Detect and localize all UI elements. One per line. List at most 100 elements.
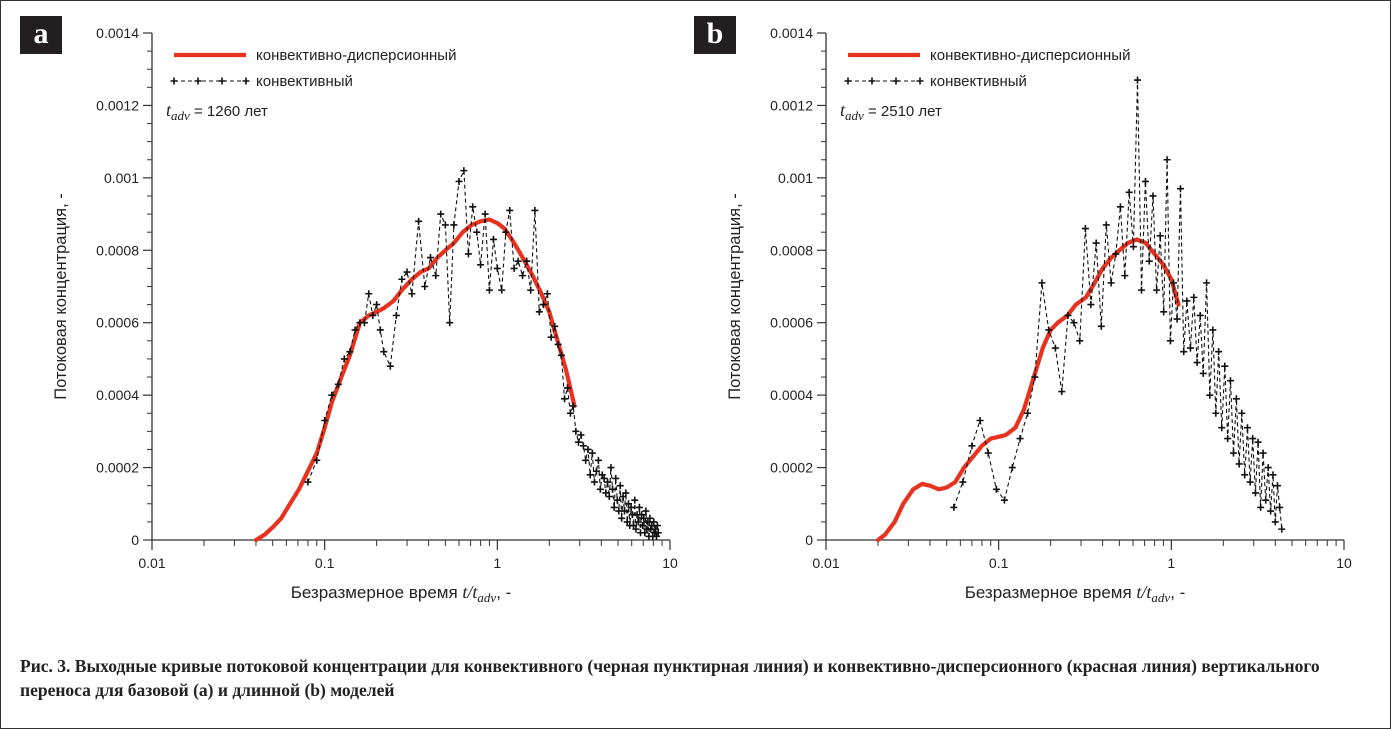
data-point-marker — [561, 395, 569, 403]
legend-marker — [242, 77, 250, 85]
data-point-marker — [607, 464, 615, 472]
data-point-marker — [313, 456, 321, 464]
y-tick-label: 0.0012 — [96, 97, 139, 113]
data-point-marker — [432, 272, 440, 280]
x-tick-label: 10 — [662, 555, 678, 571]
legend-marker — [892, 77, 900, 85]
data-point-marker — [613, 496, 621, 504]
data-point-marker — [523, 257, 531, 265]
data-point-marker — [446, 319, 454, 327]
data-point-marker — [1138, 286, 1146, 294]
y-tick-label: 0.0006 — [770, 315, 813, 331]
legend-label: конвективный — [930, 73, 1027, 90]
data-point-marker — [392, 311, 400, 319]
data-point-marker — [610, 503, 618, 511]
data-point-marker — [1070, 319, 1078, 327]
data-point-marker — [386, 362, 394, 370]
data-point-marker — [635, 503, 643, 511]
data-point-marker — [489, 235, 497, 243]
data-point-marker — [1166, 337, 1174, 345]
data-point-marker — [968, 442, 976, 450]
data-point-marker — [632, 525, 640, 533]
data-point-marker — [1212, 409, 1220, 417]
data-point-marker — [1177, 185, 1184, 193]
data-point-marker — [351, 326, 359, 334]
data-point-marker — [625, 500, 633, 508]
data-point-marker — [592, 467, 600, 475]
data-point-marker — [415, 217, 423, 225]
data-point-marker — [1269, 471, 1277, 479]
data-point-marker — [564, 384, 572, 392]
x-tick-label: 1 — [1167, 555, 1175, 571]
data-point-marker — [328, 391, 336, 399]
data-point-marker — [531, 206, 539, 214]
data-point-marker — [619, 493, 627, 501]
data-point-marker — [1076, 337, 1084, 345]
x-tick-label: 0.01 — [812, 555, 839, 571]
y-tick-label: 0.001 — [778, 170, 813, 186]
data-point-marker — [1156, 232, 1164, 240]
y-tick-label: 0.0002 — [96, 460, 139, 476]
data-point-marker — [627, 503, 635, 511]
data-point-marker — [639, 522, 647, 530]
data-point-marker — [1038, 279, 1046, 287]
figure-caption: Рис. 3. Выходные кривые потоковой концен… — [20, 656, 1320, 700]
data-point-marker — [510, 264, 518, 272]
data-point-marker — [1203, 279, 1211, 287]
data-point-marker — [1107, 279, 1115, 287]
data-point-marker — [604, 478, 612, 486]
data-point-marker — [652, 532, 660, 540]
data-point-marker — [584, 445, 592, 453]
annotation-tadv: tadv = 1260 лет — [166, 100, 268, 123]
series-line-convective — [953, 80, 1283, 530]
data-point-marker — [1262, 496, 1270, 504]
data-point-marker — [485, 286, 493, 294]
legend-marker — [170, 77, 178, 85]
data-point-marker — [602, 489, 610, 497]
data-point-marker — [519, 272, 527, 280]
data-point-marker — [477, 261, 485, 269]
y-tick-label: 0.0014 — [96, 25, 139, 41]
data-point-marker — [493, 264, 501, 272]
data-point-marker — [572, 427, 580, 435]
data-point-marker — [612, 474, 620, 482]
data-point-marker — [1180, 348, 1188, 356]
y-tick-label: 0.0012 — [770, 97, 813, 113]
data-point-marker — [1276, 503, 1284, 511]
legend-marker — [218, 77, 226, 85]
y-axis-label: Потоковая концентрация, - — [52, 193, 70, 400]
data-point-marker — [1097, 322, 1105, 330]
data-point-marker — [1173, 315, 1181, 323]
data-point-marker — [605, 493, 613, 501]
data-point-marker — [600, 474, 608, 482]
data-point-marker — [498, 286, 506, 294]
data-point-marker — [557, 351, 565, 359]
data-point-marker — [1045, 326, 1053, 334]
data-point-marker — [1008, 464, 1016, 472]
data-point-marker — [1092, 239, 1100, 247]
data-point-marker — [654, 529, 662, 537]
data-point-marker — [631, 496, 639, 504]
data-point-marker — [1199, 369, 1207, 377]
data-point-marker — [450, 221, 458, 229]
data-point-marker — [579, 442, 587, 450]
y-tick-label: 0 — [131, 532, 139, 548]
data-point-marker — [346, 348, 354, 356]
data-point-marker — [514, 257, 522, 265]
y-tick-label: 0 — [805, 532, 813, 548]
data-point-marker — [1153, 286, 1161, 294]
data-point-marker — [1267, 507, 1275, 515]
panel-label-b: b — [694, 16, 736, 54]
data-point-marker — [321, 416, 329, 424]
data-point-marker — [640, 514, 648, 522]
data-point-marker — [365, 290, 373, 298]
data-point-marker — [1116, 203, 1124, 211]
x-axis-label: Безразмерное время t/tadv, - — [965, 582, 1186, 605]
data-point-marker — [1246, 478, 1254, 486]
x-tick-label: 0.1 — [315, 555, 335, 571]
data-point-marker — [594, 456, 602, 464]
data-point-marker — [634, 518, 642, 526]
y-tick-label: 0.0002 — [770, 460, 813, 476]
data-point-marker — [1190, 293, 1198, 301]
